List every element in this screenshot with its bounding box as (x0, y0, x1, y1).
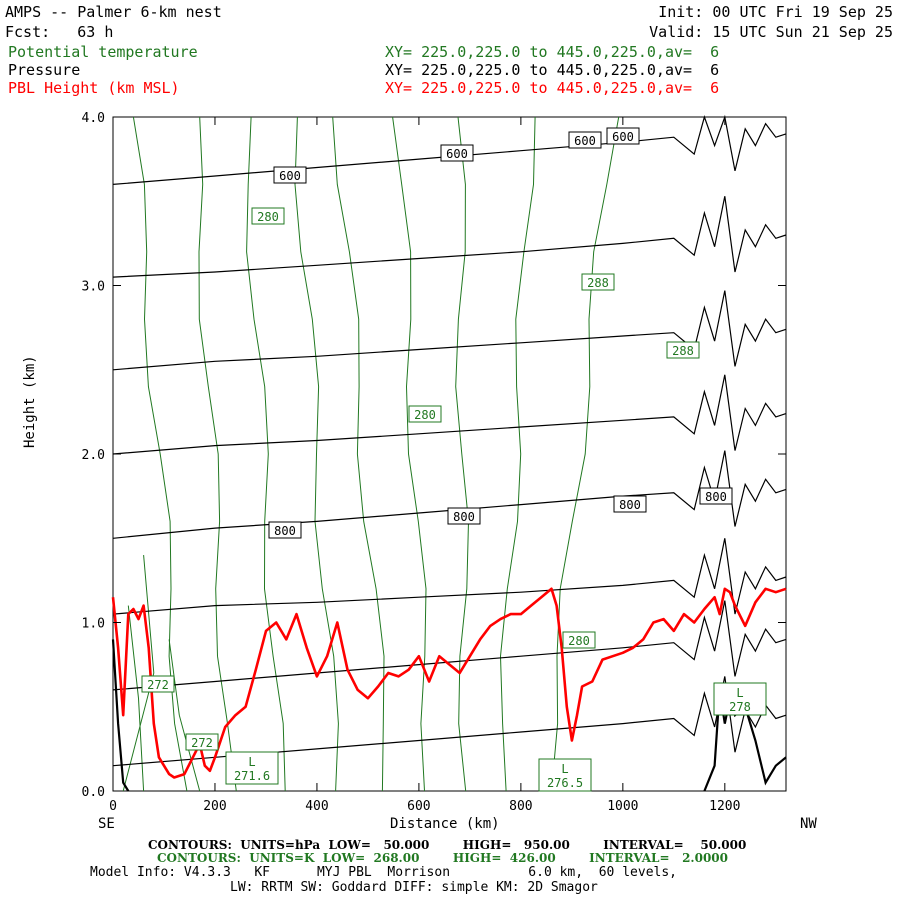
theta-contour-label-box (408, 405, 442, 423)
footer-theta-contours: CONTOURS: UNITS=K LOW= 268.00 HIGH= 426.… (157, 851, 728, 865)
axes: 0 200 400 600 800 1000 1200 0.0 1.0 2.0 3.0 4.0 (82, 111, 786, 814)
extremum-letter: L (736, 686, 743, 700)
x-end-label-left: SE (98, 816, 115, 832)
theta-contour-label-box (251, 207, 285, 225)
theta-contour-282 (392, 116, 427, 792)
pressure-contour-label: 600 (446, 147, 468, 161)
legend-pressure-name: Pressure (8, 61, 81, 79)
footer-model-info: Model Info: V4.3.3 KF MYJ PBL Morrison 6… (90, 865, 677, 880)
pressure-contour-950 (112, 676, 787, 767)
extremum-value: 278 (729, 700, 751, 714)
extremum-value: 276.5 (547, 776, 583, 790)
extremum-letter: L (248, 755, 255, 769)
pressure-contour-label-box (447, 507, 481, 525)
theta-contour-label: 280 (257, 210, 279, 224)
footer-model-info-2: LW: RRTM SW: Goddard DIFF: simple KM: 2D… (230, 880, 598, 895)
y-tick-label: 2.0 (82, 448, 105, 463)
theta-contour-274 (198, 116, 237, 792)
pressure-contour-850 (112, 538, 787, 615)
theta-contour-276 (246, 116, 286, 792)
legend-theta-xy: XY= 225.0,225.0 to 445.0,225.0,av= 6 (385, 43, 720, 61)
pressure-contour-800 (112, 450, 787, 539)
x-tick-label: 400 (305, 799, 328, 814)
x-tick-label: 0 (109, 799, 117, 814)
x-tick-label: 600 (407, 799, 430, 814)
pressure-contour-label: 800 (453, 510, 475, 524)
pbl-height-series (111, 587, 787, 779)
legend-pbl-xy: XY= 225.0,225.0 to 445.0,225.0,av= 6 (385, 79, 720, 97)
extremum-box (225, 751, 279, 785)
theta-contour-278 (294, 116, 339, 792)
pressure-contour-900 (112, 600, 787, 691)
theta-contour-label: 272 (147, 678, 169, 692)
pressure-contour-label: 800 (705, 490, 727, 504)
theta-contour-label-box (562, 631, 596, 649)
legend-pressure-xy: XY= 225.0,225.0 to 445.0,225.0,av= 6 (385, 61, 720, 79)
y-tick-label: 1.0 (82, 617, 105, 632)
pressure-contour-750 (112, 374, 787, 455)
theta-contour-label-box (666, 341, 700, 359)
theta-contour-label-box (185, 733, 219, 751)
terrain-profile-left (111, 639, 130, 792)
pressure-contour-label-box (440, 144, 474, 162)
chart-title: AMPS -- Palmer 6-km nest (5, 3, 222, 21)
theta-contour-label: 280 (568, 634, 590, 648)
theta-contour-284 (455, 116, 470, 792)
theta-contour-label: 280 (414, 408, 436, 422)
y-tick-label: 0.0 (82, 785, 105, 800)
x-end-label-right: NW (800, 816, 817, 832)
theta-contour-286 (499, 116, 536, 792)
pressure-contour-label-box (613, 495, 647, 513)
legend-theta-name: Potential temperature (8, 43, 198, 61)
x-tick-label: 200 (203, 799, 226, 814)
theta-contour-low (127, 605, 145, 792)
theta-contour-low (168, 639, 201, 792)
pressure-contour-label-box (699, 487, 733, 505)
pressure-contour-label-box (568, 131, 602, 149)
pressure-contour-label-box (273, 166, 307, 184)
theta-contour-label: 272 (191, 736, 213, 750)
extremum-value: 271.6 (234, 769, 270, 783)
y-tick-label: 4.0 (82, 111, 105, 126)
theta-contours (122, 116, 620, 792)
x-axis-label: Distance (km) (390, 816, 500, 832)
pressure-contour-label-box (268, 521, 302, 539)
pressure-contour-label: 800 (274, 524, 296, 538)
theta-contour-label: 288 (672, 344, 694, 358)
theta-contour-label-box (581, 273, 615, 291)
x-tick-label: 800 (509, 799, 532, 814)
y-tick-label: 3.0 (82, 280, 105, 295)
footer-pressure-contours: CONTOURS: UNITS=hPa LOW= 50.000 HIGH= 95… (148, 838, 747, 852)
plot-frame (112, 116, 787, 792)
theta-contour-label-box (141, 675, 175, 693)
theta-contour-label: 288 (587, 276, 609, 290)
x-tick-label: 1000 (607, 799, 638, 814)
pressure-contour-label: 600 (279, 169, 301, 183)
extremum-letter: L (561, 762, 568, 776)
pressure-contours (112, 114, 787, 767)
pressure-contour-650 (112, 196, 787, 278)
extremum-box (538, 758, 592, 792)
pressure-contour-label: 600 (574, 134, 596, 148)
pbl-height-line (111, 587, 787, 779)
pressure-contour-600 (112, 114, 787, 185)
y-axis-label: Height (km) (22, 355, 38, 448)
forecast-hour: Fcst: 63 h (5, 23, 114, 41)
pressure-contour-label: 800 (619, 498, 641, 512)
pressure-contour-700 (112, 290, 787, 371)
contour-labels: 600 600 600 600 800 800 800 800 280 288 288 280 280 2… (141, 127, 767, 792)
legend-pbl-name: PBL Height (km MSL) (8, 79, 180, 97)
valid-time: Valid: 15 UTC Sun 21 Sep 25 (649, 23, 893, 41)
theta-contour-288 (551, 116, 620, 792)
theta-contour-low (122, 555, 155, 792)
pressure-contour-label-box (606, 127, 640, 145)
extremum-box (713, 682, 767, 716)
init-time: Init: 00 UTC Fri 19 Sep 25 (658, 3, 893, 21)
pressure-contour-label: 600 (612, 130, 634, 144)
x-tick-label: 1200 (709, 799, 740, 814)
